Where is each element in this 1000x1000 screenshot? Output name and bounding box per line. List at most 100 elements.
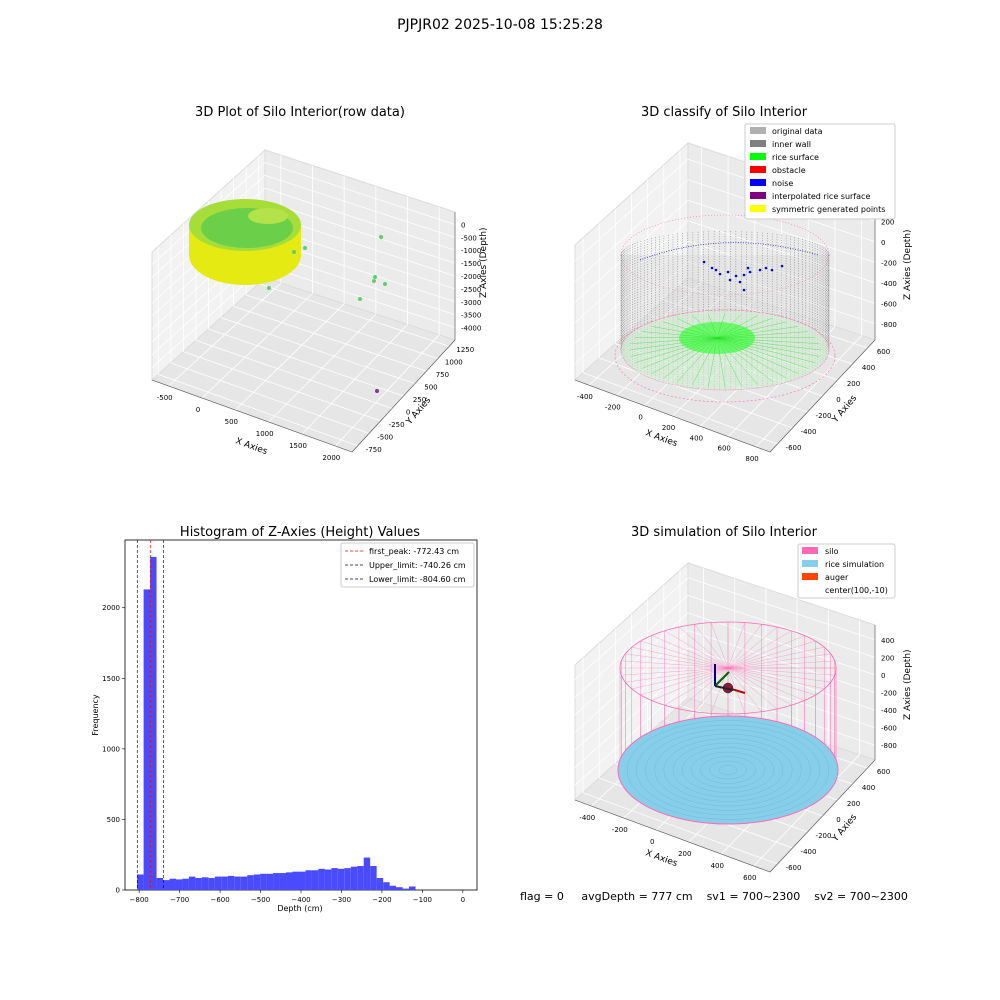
chart4-xtick-label: 600 <box>743 874 756 882</box>
chart1-scatter-point <box>303 246 307 250</box>
chart1-xtick-label: 500 <box>225 418 238 426</box>
chart1-ygrid <box>220 317 416 384</box>
chart4-silo-top-spoke <box>678 626 729 669</box>
chart1-scatter-point <box>373 275 377 279</box>
chart3-bar <box>409 886 416 890</box>
chart1-rice-bump <box>248 208 288 224</box>
chart2-zgrid-back <box>687 220 876 284</box>
chart2-noise-point <box>710 266 714 270</box>
chart3-bar <box>376 878 384 890</box>
chart4-xtick-label: 0 <box>650 838 654 846</box>
chart2-noise-point <box>702 260 706 264</box>
chart2-ytick-label: 0 <box>836 396 840 404</box>
chart2-ztick-label: -400 <box>881 280 897 288</box>
chart2-zgrid-left <box>574 261 689 365</box>
chart4-legend-label: auger <box>825 573 849 582</box>
chart4-rice-mesh-ring <box>627 720 829 820</box>
chart4-silo-top-spoke <box>727 667 835 676</box>
chart3-plot-area <box>124 539 478 891</box>
chart3-xtick-label: 0 <box>461 896 465 904</box>
chart2-ytick-label: -400 <box>801 428 817 436</box>
chart2-noise-point <box>734 274 738 278</box>
chart2-legend-swatch <box>750 166 766 173</box>
chart1-xtick-label: -500 <box>157 394 173 402</box>
chart2-ztick-label: -600 <box>881 300 897 308</box>
chart4-ztick-label: 0 <box>881 672 885 680</box>
chart2-zgrid-left <box>574 240 689 344</box>
chart3-bar <box>201 877 209 890</box>
chart1-ztick-label: -500 <box>461 234 477 242</box>
chart4-silo-top-spoke <box>727 624 762 669</box>
chart3-bar <box>227 875 235 890</box>
chart2-xtick-label: 600 <box>718 445 731 453</box>
chart1-zlabel: Z Axies (Depth) <box>479 227 489 298</box>
chart2-rice-ray <box>716 337 820 344</box>
chart3-bar <box>195 878 202 890</box>
chart1-ztick-label: 0 <box>461 221 465 229</box>
chart2-rice-ray <box>651 326 718 339</box>
chart3-bar <box>396 887 403 890</box>
chart3-bar <box>163 880 170 890</box>
status-footer: flag = 0 avgDepth = 777 cm sv1 = 700~2300… <box>520 890 922 903</box>
chart3-bar <box>188 876 196 890</box>
chart2-legend-label: original data <box>772 127 823 136</box>
chart3-title: Histogram of Z-Axies (Height) Values <box>180 525 420 540</box>
chart2-rice-ray <box>716 337 773 383</box>
chart1-ygrid <box>208 328 404 397</box>
chart4-legend-label: center(100,-10) <box>825 586 888 595</box>
chart3-xtick-label: −600 <box>210 896 229 904</box>
chart2-legend: original data inner wall rice surface obsta… <box>744 123 896 220</box>
chart2-rice-ray <box>716 315 758 339</box>
chart2-legend-swatch <box>750 127 766 134</box>
chart1-zgrid-back <box>264 162 456 225</box>
chart4-xlabel: X Axies <box>644 848 679 869</box>
chart4-title: 3D simulation of Silo Interior <box>631 525 818 540</box>
chart4-silo-top-spoke <box>727 667 816 696</box>
chart1-ztick-label: -2000 <box>461 273 481 281</box>
chart2-noise-point <box>758 268 762 272</box>
chart1-ytick-label: 500 <box>424 384 437 392</box>
chart1-ygrid <box>183 351 381 422</box>
chart2-rice-ray <box>716 337 726 387</box>
chart2-rice-ray <box>716 337 758 385</box>
chart4-silo-top-spoke <box>727 640 816 669</box>
sv1-readout: sv1 = 700~2300 <box>706 890 801 903</box>
chart2-noise-point <box>748 270 752 274</box>
page-title: PJPJR02 2025-10-08 15:25:28 <box>397 17 603 33</box>
chart2-xtick-label: 800 <box>745 455 758 463</box>
chart4-ytick-label: 400 <box>862 784 875 792</box>
chart3-bar <box>253 874 261 890</box>
chart3-bar <box>350 866 358 890</box>
chart4-silo-top-spoke <box>727 667 825 690</box>
chart4-y-axis <box>769 759 876 873</box>
chart4-silo-top-spoke <box>727 630 792 669</box>
chart2-noise-point <box>746 266 750 270</box>
chart2-ytick-label: 600 <box>877 348 890 356</box>
chart1-x-axis <box>151 379 353 453</box>
chart3-bar <box>221 876 228 890</box>
chart2-legend-swatch <box>750 153 766 160</box>
chart3-ytick-label: 0 <box>116 887 120 895</box>
chart2-rice-ray <box>708 313 718 339</box>
chart2-noise-point <box>780 264 784 268</box>
chart3-xtick-label: −400 <box>291 896 310 904</box>
chart4-zgrid-left <box>574 612 689 716</box>
chart2-xtick-label: 0 <box>638 414 642 422</box>
chart2-x-axis <box>574 379 771 453</box>
sv2-readout: sv2 = 700~2300 <box>814 890 908 903</box>
chart2-legend-box <box>744 123 896 220</box>
chart1-ytick-label: 250 <box>413 396 426 404</box>
chart2-rice-ray <box>716 337 821 351</box>
chart4-silo-top-spoke <box>621 660 729 669</box>
chart4-ztick-label: 200 <box>881 654 894 662</box>
chart1-ztick-label: -3000 <box>461 299 481 307</box>
chart2-noise-point <box>714 268 718 272</box>
chart2-rice-ray <box>716 331 808 339</box>
chart3-xtick-label: −500 <box>251 896 270 904</box>
chart2-ytick-label: 400 <box>862 364 875 372</box>
chart4-ytick-label: 600 <box>877 768 890 776</box>
chart3-xtick-label: −300 <box>332 896 351 904</box>
chart4-zgrid-left <box>574 665 689 768</box>
chart4-rice-mesh-ring <box>672 742 784 798</box>
